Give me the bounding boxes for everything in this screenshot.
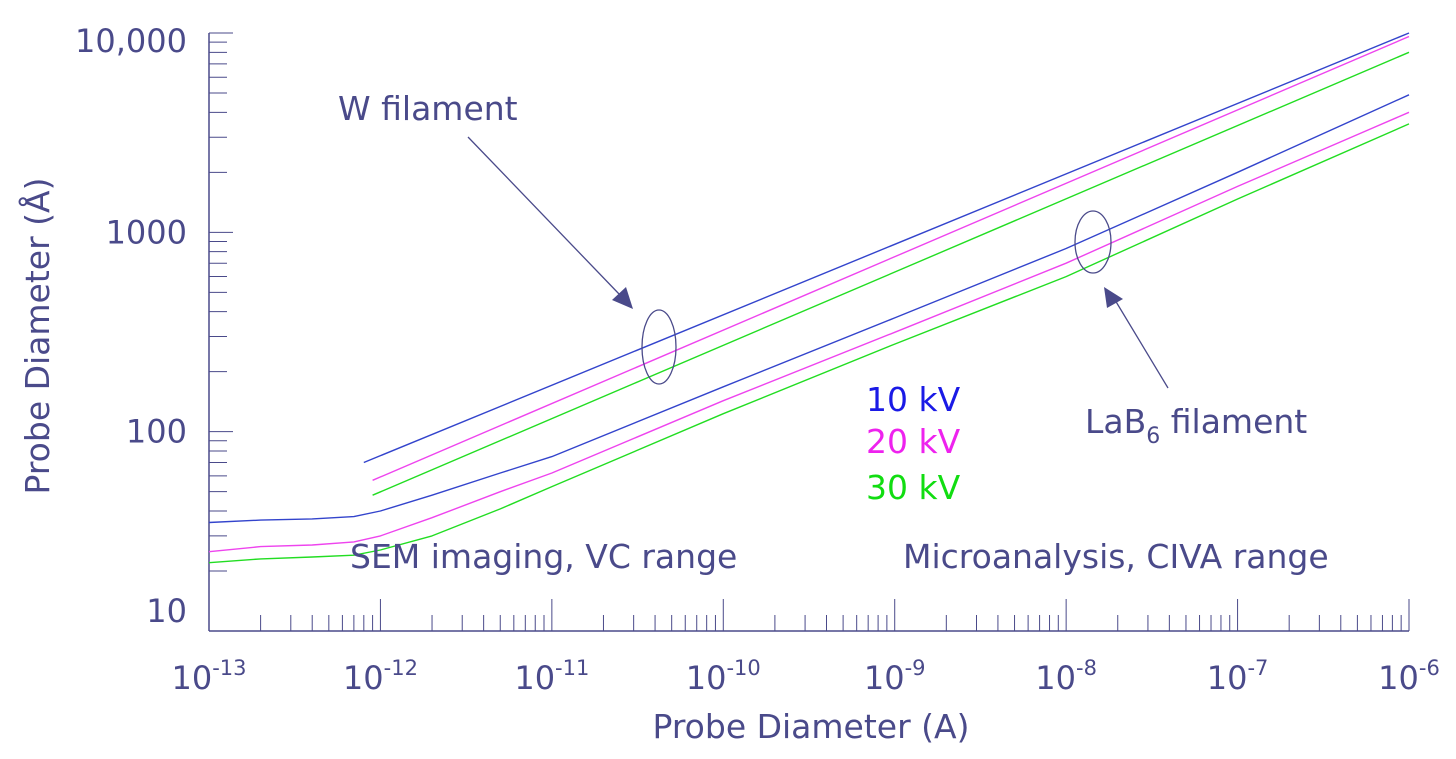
lab6-filament-label: LaB6 filament (1085, 402, 1307, 449)
x-tick-base: 10 (343, 659, 384, 697)
x-tick-label: 10-13 (171, 656, 246, 697)
axes: 10-13 10-12 10-11 10-10 10-9 10-8 10-7 10-61010… (75, 22, 1440, 697)
x-tick-exponent: -6 (1419, 656, 1440, 680)
x-tick-base: 10 (514, 659, 555, 697)
y-axis-title: Probe Diameter (Å) (17, 178, 57, 495)
legend-10kv: 10 kV (866, 380, 961, 419)
microanalysis-range-label: Microanalysis, CIVA range (903, 537, 1329, 576)
x-tick-label: 10-7 (1207, 656, 1269, 697)
legend-20kv: 20 kV (866, 422, 961, 461)
sem-range-label: SEM imaging, VC range (350, 537, 737, 576)
x-tick-base: 10 (864, 659, 905, 697)
series-line-w-30kv (372, 51, 1410, 496)
series-layer (208, 32, 1410, 564)
x-tick-label: 10-8 (1035, 656, 1097, 697)
x-tick-exponent: -11 (555, 656, 589, 680)
legend-30kv: 30 kV (866, 468, 961, 507)
x-tick-label: 10-9 (864, 656, 926, 697)
x-axis-title: Probe Diameter (A) (653, 707, 970, 746)
y-tick-label: 1000 (106, 213, 187, 251)
lab6-filament-arrowhead (1104, 287, 1123, 308)
series-line-w-20kv (372, 35, 1410, 481)
y-tick-label: 10 (146, 592, 187, 630)
lab6-filament-ellipse (1074, 210, 1112, 274)
x-tick-label: 10-11 (514, 656, 589, 697)
x-tick-exponent: -12 (384, 656, 418, 680)
lab6-filament-arrow (1114, 299, 1169, 389)
y-tick-label: 10,000 (75, 22, 187, 60)
x-tick-base: 10 (1378, 659, 1419, 697)
x-tick-base: 10 (1207, 659, 1248, 697)
x-tick-exponent: -8 (1076, 656, 1097, 680)
w-filament-label: W filament (338, 89, 518, 128)
series-line-lab6-20kv (208, 111, 1410, 553)
w-filament-arrowhead (612, 287, 633, 309)
x-tick-exponent: -10 (726, 656, 760, 680)
series-line-w-10kv (363, 32, 1410, 464)
x-tick-exponent: -9 (905, 656, 926, 680)
x-tick-exponent: -13 (212, 656, 246, 680)
y-tick-label: 100 (126, 413, 187, 451)
x-tick-base: 10 (171, 659, 212, 697)
x-tick-base: 10 (686, 659, 727, 697)
x-tick-label: 10-12 (343, 656, 418, 697)
x-tick-base: 10 (1035, 659, 1076, 697)
w-filament-ellipse (641, 309, 677, 385)
series-line-lab6-10kv (208, 94, 1410, 524)
lab6-subscript: 6 (1146, 424, 1160, 449)
x-tick-label: 10-6 (1378, 656, 1440, 697)
x-tick-label: 10-10 (686, 656, 761, 697)
x-tick-exponent: -7 (1247, 656, 1268, 680)
lab6-main: LaB (1085, 402, 1146, 441)
series-line-lab6-30kv (208, 123, 1410, 564)
lab6-rest: filament (1160, 402, 1307, 441)
w-filament-arrow (467, 136, 621, 296)
